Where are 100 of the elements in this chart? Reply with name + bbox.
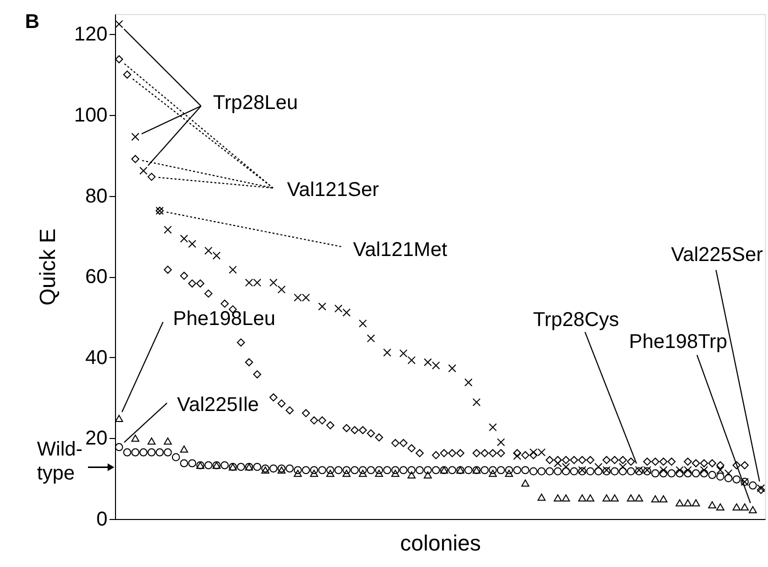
point [399,349,408,358]
point [366,334,375,342]
y-axis-title: Quick E [35,228,60,306]
point [294,470,302,477]
point [115,20,124,28]
point [245,462,254,471]
point [521,479,530,487]
point [472,398,481,406]
point [538,494,546,501]
point [164,437,172,445]
point [424,358,432,366]
point [594,462,602,471]
annotation: Val225Ile [177,394,259,416]
point [212,461,221,470]
point [562,494,570,502]
point [228,462,237,471]
point [228,266,237,274]
point [740,503,749,510]
point [424,471,432,479]
point [716,466,724,474]
point [115,414,124,422]
point [188,240,196,248]
y-tick-label: 20 [85,428,108,450]
y-tick-label: 0 [96,508,108,530]
point [586,494,594,502]
point [676,499,684,506]
annotation: Phe198Leu [173,308,276,330]
point [408,356,416,364]
point [505,470,514,477]
y-tick-label: 60 [85,266,108,288]
point [164,226,172,234]
point [732,503,741,510]
point [659,495,668,502]
point [204,246,212,255]
point [684,499,692,506]
point [440,466,448,474]
point [318,302,326,311]
ref-line-label: Wild-type [37,438,83,484]
point [635,494,644,502]
point [562,462,570,471]
point [708,501,716,508]
point [513,452,522,460]
point [212,252,221,260]
point [148,437,156,445]
annotation: Trp28Cys [533,309,619,331]
point [554,459,562,468]
point [358,319,367,328]
point [269,278,278,287]
x-axis-title: colonies [400,530,481,556]
y-tick-label: 120 [74,24,108,46]
point [432,361,440,370]
point [626,494,635,502]
point [310,470,318,477]
y-tick-label: 100 [74,104,108,126]
point [358,470,367,477]
y-tick-label: 80 [85,185,108,208]
point [334,304,342,313]
point [342,470,351,477]
point [464,378,472,386]
point [659,466,668,474]
point [496,438,505,446]
annotation: Trp28Leu [213,92,298,114]
point [578,494,586,502]
point [261,466,270,474]
point [602,466,611,474]
point [716,503,724,510]
point [408,471,416,479]
point [472,466,481,474]
point [278,466,286,474]
point [131,434,140,442]
annotation: Val225Ser [671,244,764,266]
point [375,470,384,477]
annotation: Val121Ser [287,179,380,201]
point [156,206,164,215]
point [139,166,148,175]
point [724,469,732,478]
point [448,364,456,372]
point [618,462,627,471]
point [180,446,188,453]
annotation: Val121Met [353,239,448,261]
annotation: Phe198Trp [629,331,728,353]
point [700,466,708,474]
point [180,234,188,243]
point [456,466,464,474]
point [326,470,334,477]
point [131,132,140,141]
point [391,470,400,477]
point [488,423,497,432]
point [383,348,392,357]
point [196,461,204,470]
y-tick-label: 40 [85,346,108,369]
point [610,494,619,502]
point [602,494,611,502]
point [578,466,586,474]
point [692,499,700,506]
point [554,494,562,502]
point [748,506,757,514]
point [342,308,351,317]
point [651,495,660,502]
chart-title: B [25,11,40,33]
